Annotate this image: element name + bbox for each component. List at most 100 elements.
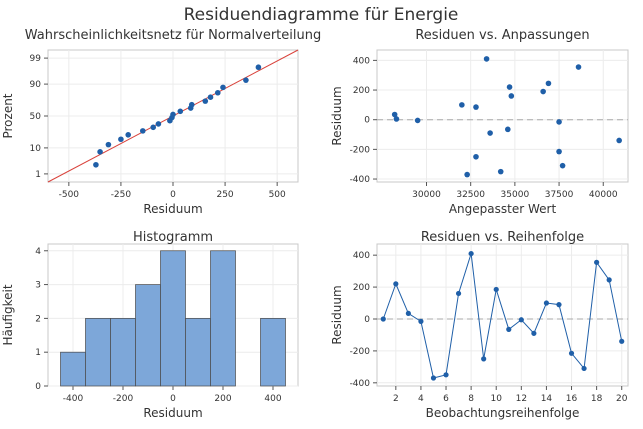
y-axis-label: Residuum xyxy=(330,285,344,344)
data-point xyxy=(481,356,487,362)
data-point xyxy=(202,98,209,104)
x-tick-label: 8 xyxy=(468,394,474,404)
x-tick-label: -400 xyxy=(63,394,84,404)
panel-1: Wahrscheinlichkeitsnetz für Normalvertei… xyxy=(1,28,321,216)
data-point xyxy=(155,121,162,127)
y-tick-label: 400 xyxy=(353,56,370,66)
data-point xyxy=(150,124,157,131)
x-tick-label: 2 xyxy=(393,394,399,404)
x-tick-label: 0 xyxy=(170,394,176,404)
data-point xyxy=(393,281,399,287)
series-line xyxy=(382,253,623,379)
y-tick-label: 50 xyxy=(30,112,42,122)
histogram-bar xyxy=(110,318,136,387)
data-point xyxy=(487,130,493,136)
x-tick-label: 500 xyxy=(269,190,286,200)
x-tick-label: 250 xyxy=(216,190,233,200)
x-tick-label: 18 xyxy=(591,394,603,404)
y-tick-label: -200 xyxy=(350,347,371,357)
panel-title: Histogramm xyxy=(133,230,213,245)
data-point xyxy=(418,318,424,324)
data-point xyxy=(619,338,625,344)
data-point xyxy=(405,310,411,317)
histogram-bar xyxy=(60,351,86,387)
main-title: Residuendiagramme für Energie xyxy=(184,5,459,25)
data-point xyxy=(508,93,515,99)
data-point xyxy=(105,141,112,148)
x-axis-label: Angepasster Wert xyxy=(449,202,557,216)
data-point xyxy=(391,111,398,118)
data-point xyxy=(556,302,562,308)
data-point xyxy=(606,277,612,283)
y-tick-label: 99 xyxy=(30,54,42,64)
data-point xyxy=(506,84,513,90)
y-tick-label: 1 xyxy=(35,170,41,180)
x-tick-label: 200 xyxy=(214,394,231,404)
y-tick-label: 200 xyxy=(353,283,370,293)
histogram-bar xyxy=(160,250,186,387)
x-tick-label: 30000 xyxy=(412,190,441,200)
data-point xyxy=(459,102,465,108)
y-tick-label: 0 xyxy=(35,382,41,392)
x-tick-label: -250 xyxy=(111,190,132,200)
data-point xyxy=(531,330,537,336)
data-point xyxy=(118,136,124,143)
data-point xyxy=(97,149,103,155)
data-point xyxy=(581,365,587,372)
data-point xyxy=(464,171,470,178)
histogram-bar xyxy=(135,284,161,387)
panel-2: Residuen vs. Anpassungen Angepasster Wert… xyxy=(330,28,629,216)
data-point xyxy=(177,108,184,115)
y-tick-label: -400 xyxy=(350,175,371,185)
data-point xyxy=(455,290,462,297)
data-point xyxy=(543,300,550,306)
plot-area xyxy=(376,243,629,387)
histogram-bar xyxy=(260,318,286,387)
data-point xyxy=(393,116,400,122)
y-axis-label: Prozent xyxy=(1,93,15,138)
y-axis-label: Residuum xyxy=(330,86,344,145)
x-tick-label: 37500 xyxy=(545,190,574,200)
x-axis-label: Residuum xyxy=(143,406,202,420)
data-point xyxy=(414,117,421,124)
data-point xyxy=(214,89,221,96)
y-tick-label: 0 xyxy=(364,315,370,325)
y-tick-label: 3 xyxy=(35,281,41,291)
x-tick-label: 6 xyxy=(443,394,449,404)
data-point xyxy=(125,131,132,138)
data-point xyxy=(556,119,562,125)
data-point xyxy=(443,372,449,378)
data-point xyxy=(497,168,504,175)
y-tick-label: 400 xyxy=(353,251,370,261)
plot-area xyxy=(376,49,629,183)
x-axis-label: Residuum xyxy=(143,202,202,216)
data-point xyxy=(139,128,146,134)
panel-title: Wahrscheinlichkeitsnetz für Normalvertei… xyxy=(25,28,321,43)
y-axis-label: Häufigkeit xyxy=(1,284,15,345)
panel-title: Residuen vs. Anpassungen xyxy=(415,28,589,43)
data-point xyxy=(483,56,490,62)
data-point xyxy=(207,94,214,101)
data-point xyxy=(559,162,566,169)
data-point xyxy=(518,317,524,323)
data-point xyxy=(243,77,249,83)
panel-3: Histogramm Residuum Häufigkeit -400 -200 0 200… xyxy=(1,230,299,420)
data-point xyxy=(255,64,262,71)
x-tick-label: 400 xyxy=(264,394,281,404)
y-tick-label: 200 xyxy=(353,86,370,96)
x-tick-label: 35000 xyxy=(501,190,530,200)
y-tick-label: 90 xyxy=(30,80,42,90)
x-tick-label: 12 xyxy=(516,394,527,404)
x-tick-label: 32500 xyxy=(456,190,485,200)
y-tick-label: -200 xyxy=(350,145,371,155)
data-point xyxy=(506,326,512,332)
y-tick-label: 0 xyxy=(364,116,370,126)
x-tick-label: 20 xyxy=(616,394,628,404)
data-point xyxy=(188,101,195,108)
histogram-bar xyxy=(185,318,211,387)
data-point xyxy=(594,259,600,265)
y-tick-label: 4 xyxy=(35,247,41,257)
data-point xyxy=(493,286,499,293)
data-point xyxy=(473,153,479,160)
